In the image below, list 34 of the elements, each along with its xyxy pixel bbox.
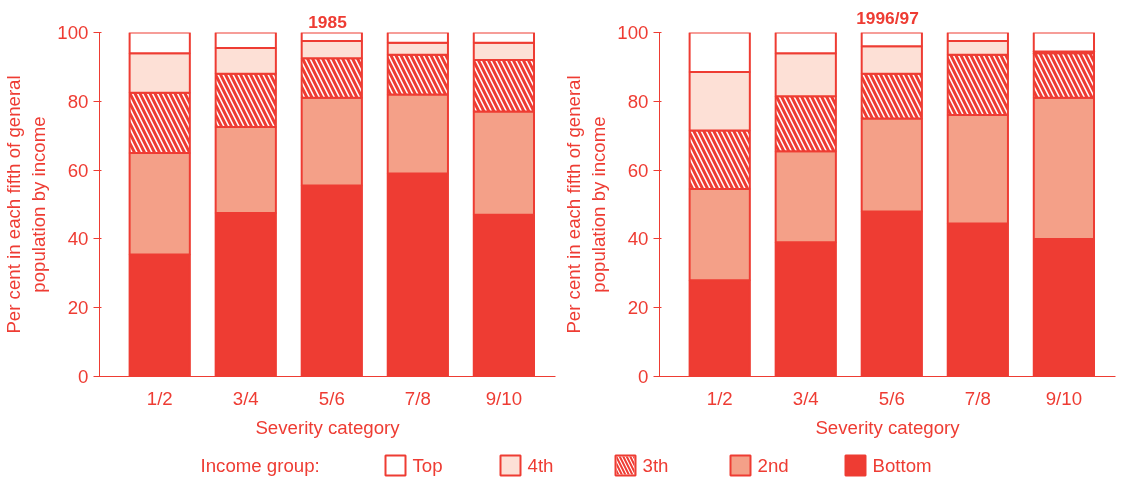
x-tick-label: 1/2 [706, 387, 733, 409]
x-tick-label: 3/4 [232, 387, 259, 409]
y-tick-label: 20 [627, 297, 649, 319]
legend-label: 4th [527, 455, 554, 476]
y-axis-title: Per cent in each fifth of general population by income [563, 75, 610, 334]
y-tick-label: 80 [67, 90, 89, 112]
y-tick-label: 100 [617, 22, 649, 43]
x-tick-label: 7/8 [404, 387, 431, 409]
y-tick-label: 40 [627, 228, 649, 250]
y-tick-label: 0 [638, 366, 649, 387]
x-tick-label: 3/4 [792, 387, 819, 409]
legend-title: Income group: [200, 455, 320, 476]
legend-label: 3th [642, 455, 669, 476]
legend-label: Top [412, 455, 443, 476]
y-tick-label: 0 [78, 366, 89, 387]
chart-title: 1985 [308, 11, 348, 32]
legend-label: 2nd [757, 455, 789, 476]
x-tick-label: 9/10 [1045, 387, 1083, 409]
chart-title: 1996/97 [856, 7, 919, 28]
x-tick-label: 7/8 [964, 387, 991, 409]
y-tick-label: 20 [67, 297, 89, 319]
x-tick-label: 5/6 [318, 387, 345, 409]
x-axis-title: Severity category [815, 416, 961, 438]
x-axis-title: Severity category [255, 416, 401, 438]
y-tick-label: 80 [627, 90, 649, 112]
legend-label: Bottom [872, 455, 932, 476]
y-tick-label: 100 [57, 22, 89, 43]
y-tick-label: 60 [627, 159, 649, 181]
x-tick-label: 9/10 [485, 387, 523, 409]
x-tick-label: 1/2 [146, 387, 173, 409]
y-tick-label: 40 [67, 228, 89, 250]
y-tick-label: 60 [67, 159, 89, 181]
y-axis-title: Per cent in each fifth of general population by income [3, 75, 50, 334]
x-tick-label: 5/6 [878, 387, 905, 409]
